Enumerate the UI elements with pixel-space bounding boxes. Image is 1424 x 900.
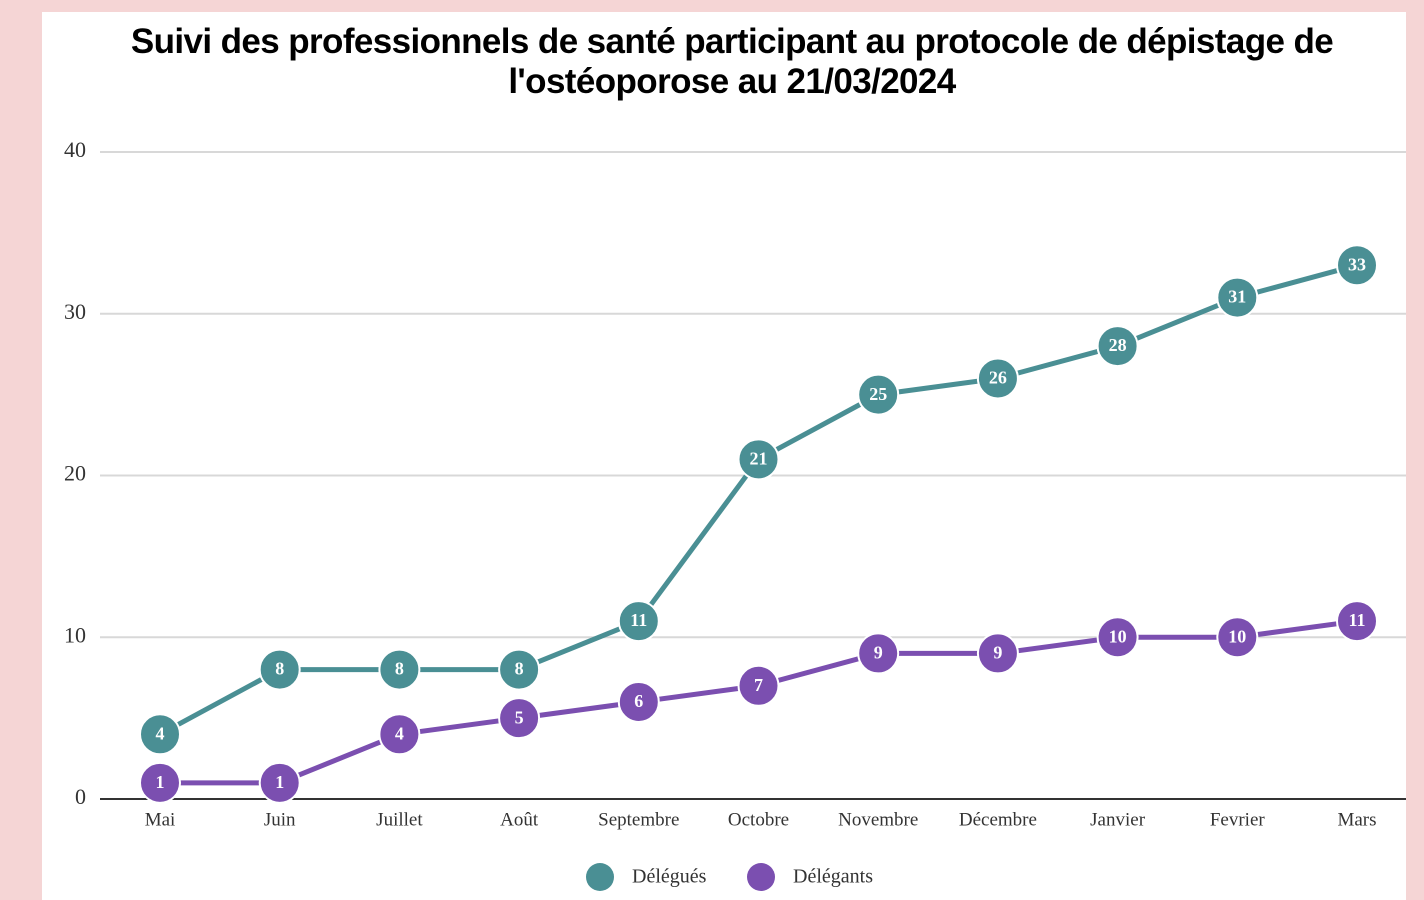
point bbox=[1336, 600, 1378, 643]
data-label: 5 bbox=[515, 707, 524, 727]
data-label: 21 bbox=[750, 448, 768, 468]
x-tick-label: Mars bbox=[1337, 809, 1376, 830]
data-label: 4 bbox=[156, 723, 165, 743]
point bbox=[1096, 325, 1139, 368]
data-label: 1 bbox=[275, 772, 284, 792]
x-tick-label: Décembre bbox=[959, 809, 1037, 830]
data-label: 33 bbox=[1348, 254, 1366, 274]
point bbox=[976, 632, 1019, 675]
y-tick-label: 10 bbox=[64, 622, 86, 647]
y-tick-label: 40 bbox=[64, 137, 86, 162]
data-label: 1 bbox=[156, 772, 165, 792]
legend-swatch bbox=[586, 863, 614, 891]
x-tick-label: Juin bbox=[264, 809, 296, 830]
data-label: 11 bbox=[630, 610, 647, 630]
point bbox=[1216, 276, 1259, 319]
x-tick-label: Novembre bbox=[838, 809, 918, 830]
x-tick-label: Octobre bbox=[728, 809, 789, 830]
point bbox=[737, 438, 780, 481]
point bbox=[617, 600, 660, 643]
chart-title: Suivi des professionnels de santé partic… bbox=[130, 22, 1334, 101]
point bbox=[976, 357, 1019, 400]
legend-label: Délégants bbox=[793, 866, 873, 888]
legend-label: Délégués bbox=[632, 866, 707, 888]
y-tick-label: 30 bbox=[64, 299, 86, 324]
x-tick-label: Janvier bbox=[1090, 809, 1146, 830]
data-label: 10 bbox=[1228, 626, 1246, 646]
data-label: 31 bbox=[1228, 287, 1246, 307]
point bbox=[1336, 244, 1378, 287]
point bbox=[617, 680, 660, 723]
data-label: 8 bbox=[275, 659, 284, 679]
point bbox=[498, 697, 541, 740]
x-tick-label: Fevrier bbox=[1210, 809, 1266, 830]
data-label: 28 bbox=[1109, 335, 1127, 355]
x-tick-label: Juillet bbox=[376, 809, 423, 830]
point bbox=[1216, 616, 1259, 659]
point bbox=[258, 761, 301, 804]
data-label: 7 bbox=[754, 675, 763, 695]
x-tick-label: Septembre bbox=[598, 809, 679, 830]
data-label: 8 bbox=[395, 659, 404, 679]
y-tick-label: 20 bbox=[64, 461, 86, 486]
y-tick-label: 0 bbox=[75, 784, 86, 809]
data-label: 25 bbox=[869, 384, 887, 404]
point bbox=[857, 632, 900, 675]
x-tick-label: Mai bbox=[145, 809, 176, 830]
data-label: 6 bbox=[634, 691, 643, 711]
point bbox=[737, 664, 780, 707]
data-label: 9 bbox=[874, 643, 883, 663]
point bbox=[498, 648, 541, 691]
data-label: 10 bbox=[1109, 626, 1127, 646]
point bbox=[139, 761, 181, 804]
legend-swatch bbox=[747, 863, 775, 891]
chart-panel bbox=[42, 12, 1406, 900]
point bbox=[1096, 616, 1139, 659]
x-tick-label: Août bbox=[500, 809, 539, 830]
data-label: 26 bbox=[989, 368, 1007, 388]
data-label: 4 bbox=[395, 723, 404, 743]
data-label: 9 bbox=[993, 643, 1002, 663]
series-line bbox=[158, 262, 1358, 737]
point bbox=[139, 713, 181, 756]
point bbox=[857, 373, 900, 416]
point bbox=[378, 648, 421, 691]
data-label: 8 bbox=[515, 659, 524, 679]
point bbox=[258, 648, 301, 691]
data-label: 11 bbox=[1348, 610, 1365, 630]
point bbox=[378, 713, 421, 756]
